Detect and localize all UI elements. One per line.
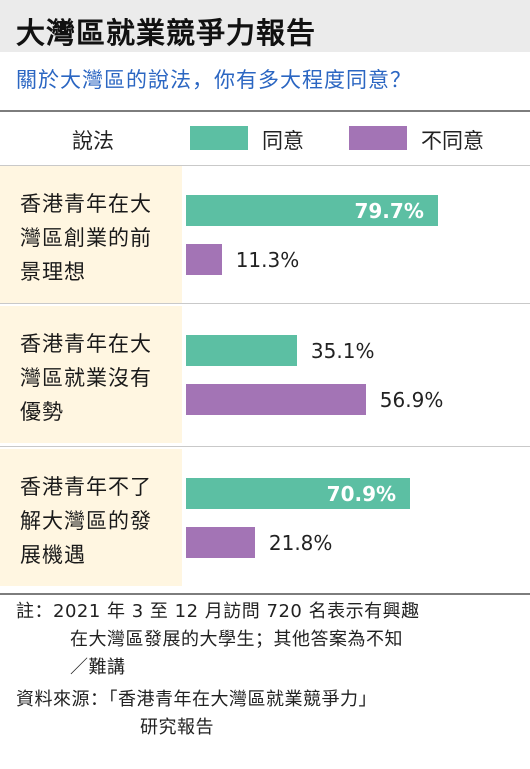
category-cell (0, 166, 182, 303)
category-label: 優勢 (20, 400, 64, 424)
category-label: 灣區就業沒有 (20, 366, 152, 390)
table-top-rule (0, 110, 530, 112)
value-label-agree: 35.1% (310, 339, 375, 363)
row-separator (0, 446, 530, 447)
note-line-1: 註：2021 年 3 至 12 月訪問 720 名表示有興趣 (16, 601, 420, 622)
category-label: 灣區創業的前 (20, 226, 152, 250)
legend-label-agree: 同意 (262, 129, 304, 153)
title-band (0, 0, 530, 52)
bar-disagree (186, 527, 255, 558)
legend-swatch-disagree (349, 126, 407, 150)
category-label: 解大灣區的發 (20, 509, 152, 533)
category-cell (0, 306, 182, 443)
category-label: 香港青年在大 (20, 192, 152, 216)
table-bottom-rule (0, 593, 530, 595)
row-separator (0, 303, 530, 304)
legend-swatch-agree (190, 126, 248, 150)
value-label-agree: 70.9% (326, 482, 397, 506)
bar-agree (186, 478, 411, 509)
bar-agree (186, 195, 438, 226)
survey-question: 關於大灣區的說法，你有多大程度同意？ (16, 68, 412, 92)
value-label-disagree: 56.9% (379, 388, 444, 412)
category-label: 香港青年不了 (20, 475, 152, 499)
category-label: 景理想 (20, 260, 86, 284)
bar-agree (186, 335, 297, 366)
column-header-statement: 說法 (72, 129, 114, 153)
value-label-agree: 79.7% (354, 199, 424, 223)
source-line-2: 研究報告 (140, 717, 214, 738)
note-line-3: ／難講 (70, 657, 126, 678)
source-line-1: 資料來源：「香港青年在大灣區就業競爭力」 (16, 689, 377, 710)
category-cell (0, 449, 182, 586)
bar-disagree (186, 244, 222, 275)
legend-label-disagree: 不同意 (421, 129, 484, 153)
note-line-2: 在大灣區發展的大學生；其他答案為不知 (70, 629, 403, 650)
category-label: 香港青年在大 (20, 332, 152, 356)
category-label: 展機遇 (20, 543, 86, 567)
chart-title: 大灣區就業競爭力報告 (16, 16, 317, 50)
bar-disagree (186, 384, 366, 415)
value-label-disagree: 11.3% (235, 248, 300, 272)
value-label-disagree: 21.8% (268, 531, 333, 555)
header-rule (0, 165, 530, 166)
